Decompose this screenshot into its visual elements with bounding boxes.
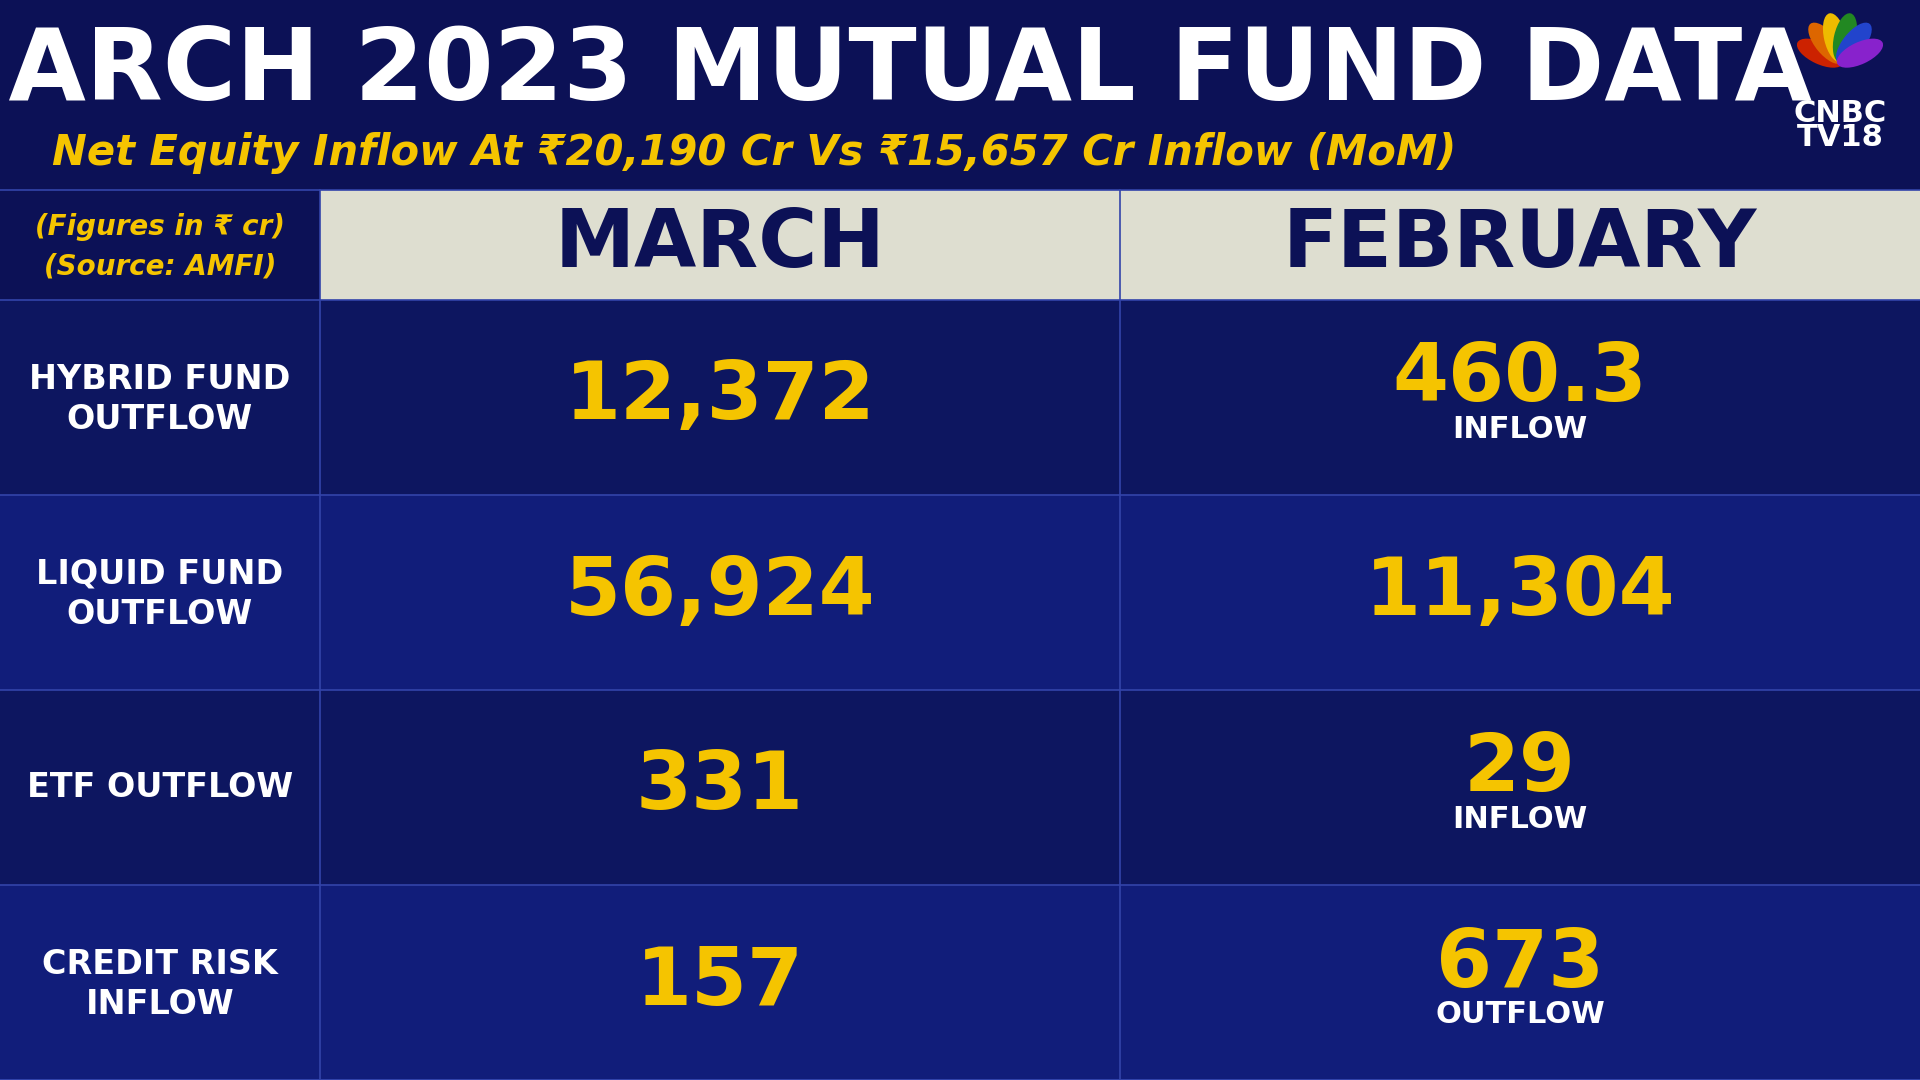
Bar [0,690,1920,885]
Text: 29: 29 [1465,730,1576,809]
Text: INFLOW: INFLOW [1452,415,1588,444]
Text: 157: 157 [636,944,804,1022]
Text: Net Equity Inflow At ₹20,190 Cr Vs ₹15,657 Cr Inflow (MoM): Net Equity Inflow At ₹20,190 Cr Vs ₹15,6… [52,132,1455,174]
Text: TV18: TV18 [1797,122,1884,151]
Text: LIQUID FUND: LIQUID FUND [36,558,284,591]
Ellipse shape [1836,23,1872,64]
Text: OUTFLOW: OUTFLOW [1434,1000,1605,1029]
Ellipse shape [1834,13,1857,63]
Text: MARCH: MARCH [555,206,885,284]
Text: 331: 331 [636,748,804,826]
Text: 12,372: 12,372 [564,359,876,436]
Text: INFLOW: INFLOW [86,988,234,1021]
Text: (Figures in ₹ cr): (Figures in ₹ cr) [35,213,284,241]
Ellipse shape [1809,23,1843,64]
Text: OUTFLOW: OUTFLOW [67,403,253,436]
Text: 460.3: 460.3 [1392,340,1647,418]
Text: CNBC: CNBC [1793,98,1887,127]
Bar [0,300,1920,495]
Bar [321,190,1920,300]
Ellipse shape [1837,39,1884,68]
Text: (Source: AMFI): (Source: AMFI) [44,253,276,281]
Text: HYBRID FUND: HYBRID FUND [29,363,290,396]
Text: 56,924: 56,924 [564,553,876,632]
Ellipse shape [1797,39,1843,68]
Text: 673: 673 [1436,926,1603,1003]
Text: INFLOW: INFLOW [1452,805,1588,834]
Text: ETF OUTFLOW: ETF OUTFLOW [27,771,294,804]
Text: OUTFLOW: OUTFLOW [67,598,253,631]
Text: MARCH 2023 MUTUAL FUND DATA: MARCH 2023 MUTUAL FUND DATA [0,24,1811,121]
Bar [0,885,1920,1080]
Text: 11,304: 11,304 [1365,553,1676,632]
Bar [0,495,1920,690]
Text: CREDIT RISK: CREDIT RISK [42,948,278,981]
Ellipse shape [1822,13,1847,63]
Text: FEBRUARY: FEBRUARY [1283,206,1757,284]
